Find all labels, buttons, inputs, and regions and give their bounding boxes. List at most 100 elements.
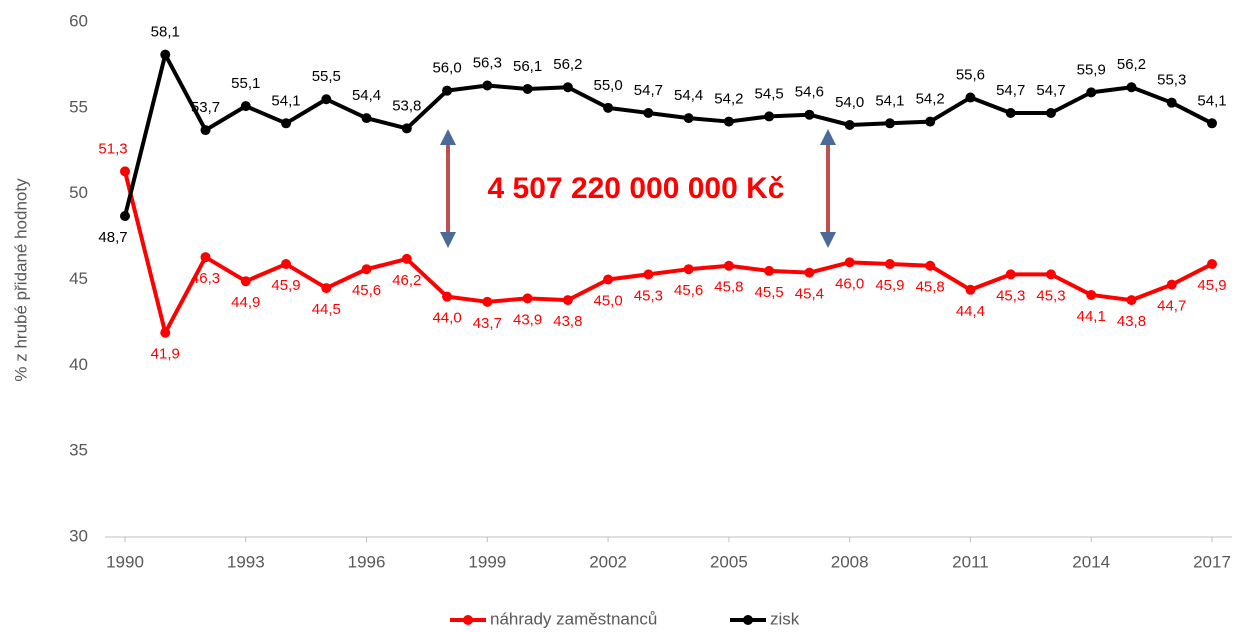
marker [562,295,573,306]
marker [1166,97,1177,108]
marker [965,284,976,295]
value-label: 43,8 [553,313,582,330]
marker [603,102,614,113]
y-tick-label: 55 [69,97,88,116]
value-label: 44,9 [231,294,260,311]
x-tick-label: 2017 [1193,552,1231,571]
value-label: 54,2 [916,91,945,108]
value-label: 43,8 [1117,313,1146,330]
marker [884,118,895,129]
legend-label: náhrady zaměstnanců [490,609,657,628]
marker [764,111,775,122]
value-label: 54,2 [714,91,743,108]
marker [482,80,493,91]
y-tick-label: 50 [69,183,88,202]
x-tick-label: 2002 [589,552,627,571]
value-label: 54,7 [634,82,663,99]
value-label: 54,6 [795,84,824,101]
marker [1126,82,1137,93]
marker [925,260,936,271]
marker [603,274,614,285]
marker [1045,107,1056,118]
x-tick-label: 1999 [468,552,506,571]
legend-marker [463,615,473,625]
x-tick-label: 2008 [831,552,869,571]
marker [200,252,211,263]
value-label: 56,1 [513,58,542,75]
value-label: 54,5 [755,85,784,102]
value-label: 53,8 [392,97,421,114]
value-label: 55,6 [956,67,985,84]
marker [401,123,412,134]
value-label: 54,1 [1197,92,1226,109]
x-tick-label: 1990 [106,552,144,571]
y-tick-label: 40 [69,355,88,374]
series-line [123,52,1213,217]
marker [321,283,332,294]
marker [281,259,292,270]
value-label: 54,1 [875,92,904,109]
marker [925,116,936,127]
marker [361,113,372,124]
value-label: 45,8 [714,279,743,296]
value-label: 44,4 [956,303,985,320]
marker [160,327,171,338]
marker [442,85,453,96]
legend-label: zisk [770,609,800,628]
marker [804,267,815,278]
value-label: 56,3 [473,54,502,71]
marker [321,94,332,105]
value-label: 43,9 [513,311,542,328]
value-label: 54,4 [674,87,703,104]
value-label: 56,0 [432,60,461,77]
marker [804,109,815,120]
value-label: 54,1 [271,92,300,109]
x-tick-label: 2011 [952,552,989,571]
y-tick-label: 35 [69,441,88,460]
marker [683,264,694,275]
y-tick-label: 60 [69,11,88,30]
marker [160,49,171,60]
legend-marker [743,615,753,625]
value-label: 44,0 [432,310,461,327]
value-label: 53,7 [191,99,220,116]
value-label: 45,8 [916,279,945,296]
value-label: 45,9 [1197,277,1226,294]
value-label: 43,7 [473,315,502,332]
marker [240,101,251,112]
value-label: 45,9 [875,277,904,294]
value-label: 46,2 [392,272,421,289]
marker [120,210,130,221]
marker [361,264,372,275]
value-label: 55,9 [1077,61,1106,78]
value-label: 55,3 [1157,72,1186,89]
y-tick-label: 45 [69,269,88,288]
marker [643,107,654,118]
value-label: 45,6 [352,282,381,299]
marker [884,259,895,270]
y-axis-label: % z hrubé přidané hodnoty [11,178,30,382]
value-label: 51,3 [98,140,127,157]
marker [442,291,453,302]
value-label: 45,3 [996,287,1025,304]
value-label: 56,2 [553,56,582,73]
x-tick-label: 2014 [1072,552,1110,571]
marker [965,92,976,103]
value-label: 45,5 [755,284,784,301]
value-label: 55,5 [312,68,341,85]
x-tick-label: 1993 [227,552,265,571]
value-label: 46,3 [191,270,220,287]
marker [281,118,292,129]
marker [482,296,493,307]
value-label: 55,0 [594,77,623,94]
x-tick-label: 1996 [348,552,386,571]
value-label: 41,9 [151,346,180,363]
marker [844,120,855,130]
marker [240,276,251,287]
marker [764,265,775,276]
value-label: 44,7 [1157,298,1186,315]
value-label: 45,4 [795,286,824,303]
value-label: 54,0 [835,94,864,111]
value-label: 58,1 [151,24,180,41]
marker [1005,107,1016,118]
